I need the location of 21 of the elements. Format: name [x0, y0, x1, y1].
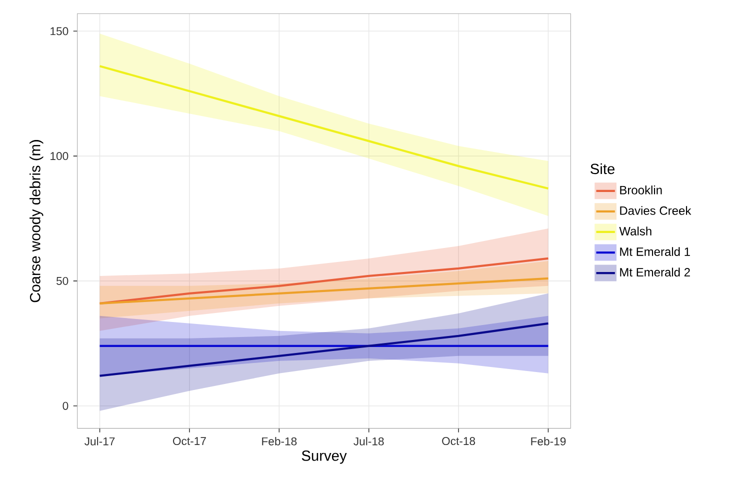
y-tick-label: 150: [50, 27, 68, 36]
line-series: [98, 277, 550, 304]
y-axis-title: Coarse woody debris (m): [30, 140, 44, 302]
legend-label: Mt Emerald 1: [620, 247, 690, 256]
x-tick-label: Feb-18: [262, 437, 297, 446]
line-series: [98, 65, 550, 190]
x-tick-label: Feb-19: [531, 437, 566, 446]
y-tick-label: 100: [50, 152, 68, 160]
x-tick-label: Oct-18: [442, 437, 476, 446]
x-tick-label: Jul-17: [84, 437, 115, 446]
y-tick-label: 50: [56, 276, 68, 285]
legend-title: Site: [590, 163, 615, 174]
x-axis-title: Survey: [302, 450, 347, 464]
legend-label: Mt Emerald 2: [620, 268, 690, 277]
line-series: [98, 257, 550, 304]
legend-label: Walsh: [619, 226, 652, 236]
x-tick-label: Jul-18: [354, 437, 384, 446]
y-tick-label: 0: [62, 402, 68, 410]
legend-label: Davies Creek: [620, 206, 692, 215]
legend-label: Brooklin: [620, 186, 662, 194]
x-tick-label: Oct-17: [173, 437, 206, 446]
